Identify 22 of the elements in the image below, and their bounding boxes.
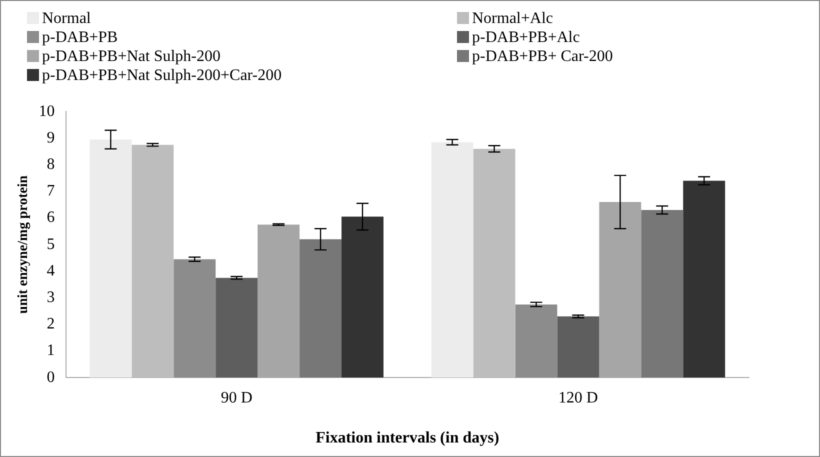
legend-label: p-DAB+PB+Nat Sulph-200 bbox=[41, 47, 222, 66]
legend-label: Normal+Alc bbox=[471, 9, 554, 28]
y-axis-title: unit enzyne/mg protein bbox=[16, 175, 32, 314]
x-axis-title: Fixation intervals (in days) bbox=[316, 430, 500, 447]
y-tick-label: 1 bbox=[46, 342, 55, 360]
legend-label: p-DAB+PB bbox=[41, 28, 119, 47]
y-tick-label: 6 bbox=[46, 209, 55, 226]
y-tick-label: 2 bbox=[46, 316, 55, 333]
x-tick-label: 90 D bbox=[220, 389, 252, 406]
legend-label: p-DAB+PB+Nat Sulph-200+Car-200 bbox=[41, 66, 283, 85]
y-tick-label: 7 bbox=[46, 182, 55, 200]
x-tick-label: 120 D bbox=[558, 389, 598, 406]
y-tick-label: 0 bbox=[46, 368, 55, 386]
y-tick-label: 8 bbox=[46, 156, 55, 174]
y-tick-label: 5 bbox=[46, 236, 55, 253]
y-tick-label: 9 bbox=[46, 129, 55, 146]
legend-label: p-DAB+PB+ Car-200 bbox=[471, 47, 614, 66]
y-tick-label: 4 bbox=[46, 262, 55, 280]
legend-label: Normal bbox=[41, 9, 92, 28]
y-tick-label: 10 bbox=[38, 102, 55, 120]
y-tick-label: 3 bbox=[46, 289, 55, 306]
legend-label: p-DAB+PB+Alc bbox=[471, 28, 581, 47]
